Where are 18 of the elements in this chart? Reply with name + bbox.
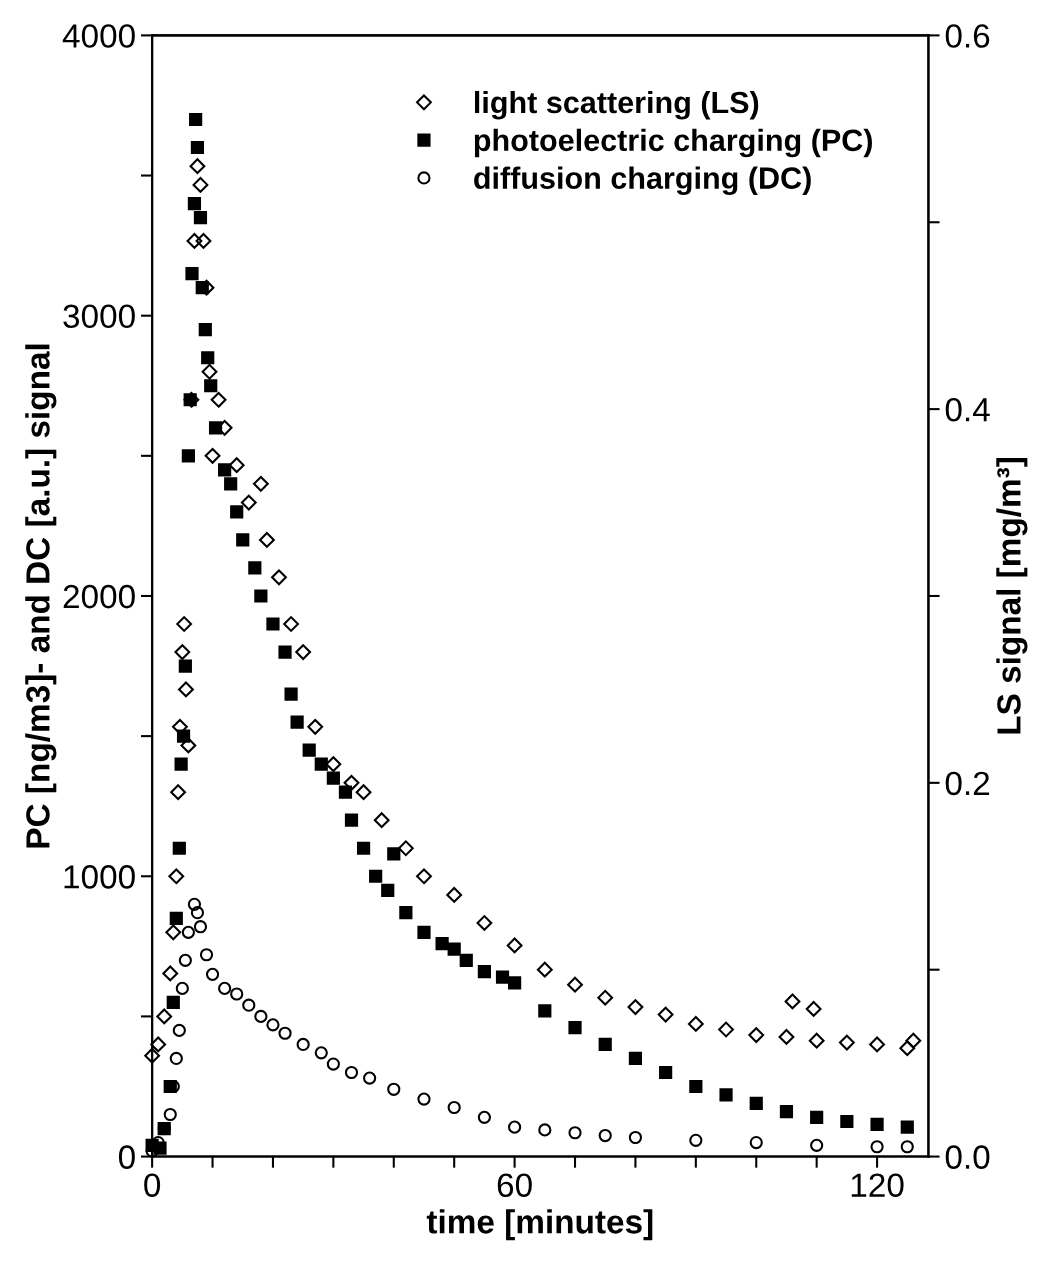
y-axis-title: PC [ng/m3]- and DC [a.u.] signal [25,344,57,848]
y-tick-label: 3000 [63,304,135,329]
x-axis-title: time [minutes] [426,1209,653,1241]
y2-tick-label: 0.6 [945,24,990,48]
x-tick-label: 60 [497,1173,532,1198]
y2-tick-label: 0.0 [945,1145,990,1169]
y-tick-label: 4000 [62,24,135,48]
y-tick-label: 2000 [63,584,135,609]
y2-tick-label: 0.4 [945,397,990,422]
y2-tick-label: 0.2 [945,771,990,796]
legend-label: diffusion charging (DC) [474,166,811,196]
x-tick-label: 120 [851,1173,904,1198]
y-tick-label: 1000 [64,865,135,889]
y-tick-label: 0 [118,1145,135,1169]
y2-axis-title: LS signal [mg/m³] [996,458,1028,734]
legend-label: light scattering (LS) [474,90,759,120]
legend-label: photoelectric charging (PC) [474,128,872,158]
x-tick-label: 0 [144,1173,161,1198]
